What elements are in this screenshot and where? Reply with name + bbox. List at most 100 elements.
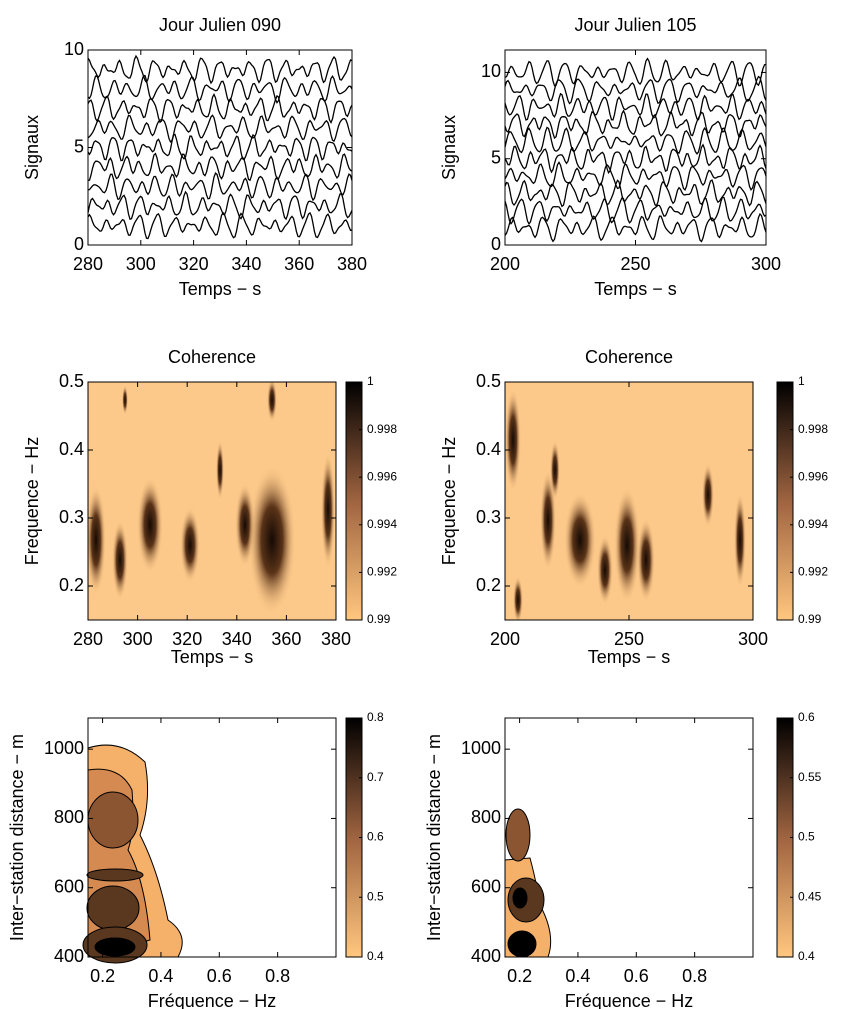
x-tick-label: 200	[490, 629, 520, 649]
signal-trace	[504, 161, 767, 192]
signal-trace	[87, 74, 353, 104]
colorbar-tick-label: 0.998	[798, 422, 828, 436]
colorbar-tick-label: 0.992	[367, 565, 397, 579]
signal-trace	[504, 212, 767, 243]
x-tick-label: 360	[271, 629, 301, 649]
colorbar	[776, 381, 794, 621]
signal-trace	[504, 179, 767, 208]
colorbar-tick-label: 0.99	[367, 612, 391, 626]
y-axis-label: Inter−station distance − m	[424, 734, 444, 941]
y-axis-label: Frequence − Hz	[439, 437, 459, 566]
x-axis-label: Temps − s	[594, 279, 677, 299]
signal-trace	[87, 152, 353, 182]
x-tick-label: 0.8	[682, 966, 707, 986]
axes-box	[87, 717, 337, 958]
signal-trace	[87, 171, 353, 202]
y-tick-label: 0.3	[476, 507, 501, 527]
colorbar-tick-label: 0.994	[798, 517, 828, 531]
signal-trace	[87, 54, 353, 85]
colorbar-tick-label: 0.996	[367, 469, 397, 483]
y-tick-label: 0.2	[476, 575, 501, 595]
x-axis-label: Temps − s	[179, 279, 262, 299]
colorbar-tick-label: 1	[798, 374, 805, 388]
colorbar-tick-label: 0.99	[798, 612, 822, 626]
panel-title: Jour Julien 105	[574, 15, 696, 35]
signal-trace	[87, 93, 353, 124]
x-tick-label: 300	[751, 254, 781, 274]
x-tick-label: 0.2	[507, 966, 532, 986]
x-axis-label: Fréquence − Hz	[148, 991, 277, 1009]
x-tick-label: 250	[614, 629, 644, 649]
colorbar-tick-label: 0.8	[367, 710, 384, 724]
x-tick-label: 340	[222, 629, 252, 649]
y-tick-label: 600	[54, 876, 84, 896]
colorbar-tick-label: 0.992	[798, 565, 828, 579]
colorbar-tick-label: 0.4	[367, 949, 384, 963]
colorbar-tick-label: 0.998	[367, 422, 397, 436]
contour-map	[82, 744, 552, 964]
colorbar-tick-label: 1	[367, 374, 374, 388]
signal-trace	[504, 75, 767, 105]
y-axis-label: Frequence − Hz	[22, 437, 42, 566]
x-tick-label: 0.2	[90, 966, 115, 986]
colorbar	[345, 381, 363, 621]
y-tick-label: 0	[74, 234, 84, 254]
x-tick-label: 250	[620, 254, 650, 274]
colorbar-tick-label: 0.4	[798, 949, 815, 963]
colorbar-tick-label: 0.6	[367, 830, 384, 844]
y-tick-label: 0.4	[476, 439, 501, 459]
x-tick-label: 0.4	[565, 966, 590, 986]
y-tick-label: 400	[54, 946, 84, 966]
y-tick-label: 10	[481, 61, 501, 81]
y-axis-label: Inter−station distance − m	[7, 734, 27, 941]
x-tick-label: 300	[123, 629, 153, 649]
y-tick-label: 10	[64, 39, 84, 59]
y-tick-label: 600	[471, 876, 501, 896]
colorbar-tick-label: 0.55	[798, 770, 822, 784]
panel-title: Jour Julien 090	[159, 15, 281, 35]
y-tick-label: 5	[74, 136, 84, 156]
x-tick-label: 0.4	[148, 966, 173, 986]
coherence-map	[88, 382, 336, 620]
y-axis-label: Signaux	[22, 115, 42, 180]
signal-trace	[87, 114, 353, 143]
signal-trace	[87, 211, 353, 240]
signal-trace	[504, 92, 767, 121]
x-tick-label: 320	[179, 254, 209, 274]
colorbar-tick-label: 0.5	[798, 830, 815, 844]
y-tick-label: 0	[491, 234, 501, 254]
colorbar-tick-label: 0.45	[798, 889, 822, 903]
x-tick-label: 300	[738, 629, 768, 649]
x-tick-label: 300	[126, 254, 156, 274]
panel-title: Coherence	[168, 347, 256, 367]
signal-trace	[504, 143, 767, 175]
x-tick-label: 280	[73, 629, 103, 649]
x-tick-label: 0.6	[207, 966, 232, 986]
y-tick-label: 0.5	[476, 371, 501, 391]
coherence-map	[505, 382, 753, 620]
x-axis-label: Temps − s	[588, 647, 671, 667]
y-tick-label: 5	[491, 147, 501, 167]
x-tick-label: 200	[490, 254, 520, 274]
y-tick-label: 800	[54, 807, 84, 827]
y-tick-label: 0.4	[59, 439, 84, 459]
axes-box	[87, 381, 337, 621]
signal-trace	[87, 190, 353, 221]
colorbar-tick-label: 0.5	[367, 889, 384, 903]
signal-trace	[504, 57, 767, 87]
x-tick-label: 0.6	[624, 966, 649, 986]
colorbar-tick-label: 0.6	[798, 710, 815, 724]
y-tick-label: 1000	[461, 738, 501, 758]
panel-title: Coherence	[585, 347, 673, 367]
x-tick-label: 0.8	[265, 966, 290, 986]
signal-trace	[504, 109, 767, 140]
y-tick-label: 400	[471, 946, 501, 966]
x-tick-label: 360	[284, 254, 314, 274]
x-tick-label: 340	[231, 254, 261, 274]
colorbar-tick-label: 0.994	[367, 517, 397, 531]
x-tick-label: 380	[337, 254, 367, 274]
colorbar-tick-label: 0.7	[367, 770, 384, 784]
y-tick-label: 800	[471, 807, 501, 827]
